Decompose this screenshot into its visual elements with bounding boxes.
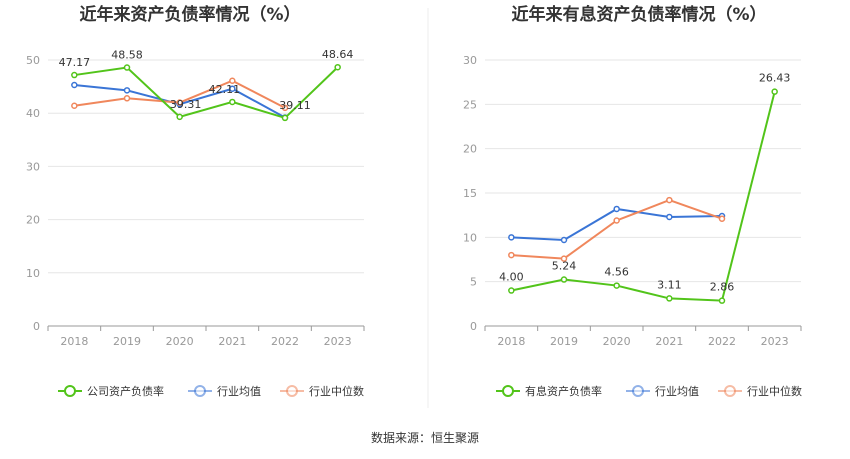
data-point bbox=[71, 102, 78, 110]
legend-marker bbox=[194, 385, 206, 397]
legend-marker bbox=[502, 385, 514, 397]
x-tick-label: 2020 bbox=[166, 335, 194, 348]
data-label: 47.17 bbox=[59, 56, 91, 69]
data-label: 42.11 bbox=[209, 83, 241, 96]
data-label: 4.56 bbox=[604, 266, 629, 279]
data-point bbox=[229, 98, 236, 106]
data-label: 48.58 bbox=[111, 49, 143, 62]
chart-debt-ratio: 近年来资产负债率情况（%） 0 10 20 30 40 50 2018 2019 2020 2021… bbox=[26, 4, 365, 398]
data-point bbox=[718, 297, 726, 304]
data-point bbox=[508, 251, 515, 259]
data-point bbox=[123, 64, 131, 71]
legend-marker bbox=[286, 385, 298, 397]
legend-label: 公司资产负债率 bbox=[87, 384, 164, 398]
legend-marker bbox=[724, 385, 736, 397]
y-tick-label: 0 bbox=[33, 320, 40, 333]
chart-title: 近年来资产负债率情况（%） bbox=[79, 4, 300, 25]
legend-label: 行业均值 bbox=[655, 385, 699, 398]
y-tick-label: 15 bbox=[463, 187, 477, 200]
data-point bbox=[229, 77, 236, 84]
legend-item-2[interactable]: 行业中位数 bbox=[280, 384, 364, 398]
data-point bbox=[560, 276, 568, 283]
data-point bbox=[281, 114, 289, 122]
legend-item-0[interactable]: 公司资产负债率 bbox=[58, 384, 164, 398]
series-line-0 bbox=[511, 91, 776, 302]
data-point bbox=[613, 205, 620, 213]
y-tick-label: 20 bbox=[463, 143, 477, 156]
y-tick-label: 0 bbox=[470, 320, 477, 333]
data-label: 5.24 bbox=[552, 260, 577, 273]
chart-title: 近年来有息资产负债率情况（%） bbox=[511, 4, 766, 25]
x-tick-label: 2023 bbox=[761, 335, 789, 348]
data-label: 4.00 bbox=[499, 271, 524, 284]
legend-item-1[interactable]: 行业均值 bbox=[188, 385, 261, 398]
data-point bbox=[281, 104, 289, 112]
data-point bbox=[560, 255, 568, 262]
y-tick-label: 50 bbox=[26, 54, 40, 67]
data-point bbox=[666, 196, 673, 204]
x-tick-label: 2018 bbox=[60, 335, 88, 348]
data-label: 39.11 bbox=[279, 99, 311, 112]
data-point bbox=[176, 99, 183, 106]
y-tick-label: 25 bbox=[463, 98, 477, 111]
data-label: 48.64 bbox=[322, 48, 354, 61]
y-tick-label: 5 bbox=[470, 276, 477, 289]
series-line-1 bbox=[511, 207, 723, 242]
data-label: 39.31 bbox=[170, 98, 202, 111]
legend-marker bbox=[64, 385, 76, 397]
data-point bbox=[666, 295, 673, 302]
data-point bbox=[71, 71, 78, 79]
data-point bbox=[771, 88, 778, 95]
data-label: 26.43 bbox=[759, 72, 791, 85]
data-point bbox=[613, 282, 620, 289]
x-tick-label: 2021 bbox=[218, 335, 246, 348]
y-tick-label: 30 bbox=[463, 54, 477, 67]
x-tick-label: 2021 bbox=[655, 335, 683, 348]
data-label: 2.86 bbox=[710, 281, 735, 294]
data-source-footer: 数据来源：恒生聚源 bbox=[371, 430, 479, 445]
data-point bbox=[123, 87, 131, 94]
x-tick-label: 2023 bbox=[324, 335, 352, 348]
data-point bbox=[334, 63, 341, 71]
x-tick-label: 2019 bbox=[550, 335, 578, 348]
data-point bbox=[508, 234, 515, 241]
data-label: 3.11 bbox=[657, 278, 682, 291]
data-point bbox=[560, 236, 568, 244]
data-point bbox=[508, 287, 515, 294]
x-tick-label: 2022 bbox=[271, 335, 299, 348]
legend-label: 行业均值 bbox=[217, 385, 261, 398]
data-point bbox=[123, 95, 131, 102]
legend-marker bbox=[632, 385, 644, 397]
y-tick-label: 40 bbox=[26, 107, 40, 120]
data-point bbox=[229, 85, 236, 92]
series-line-0 bbox=[74, 66, 339, 120]
x-tick-label: 2022 bbox=[708, 335, 736, 348]
legend-label: 行业中位数 bbox=[309, 384, 364, 398]
x-tick-label: 2018 bbox=[497, 335, 525, 348]
legend-item-1[interactable]: 行业均值 bbox=[626, 385, 699, 398]
y-tick-label: 30 bbox=[26, 160, 40, 173]
legend-item-2[interactable]: 行业中位数 bbox=[718, 384, 802, 398]
chart-interest-debt-ratio: 近年来有息资产负债率情况（%） 0 5 10 15 20 25 30 2018 2019 2020 2… bbox=[463, 4, 802, 398]
legend-label: 行业中位数 bbox=[747, 384, 802, 398]
y-tick-label: 20 bbox=[26, 214, 40, 227]
data-point bbox=[718, 215, 726, 222]
x-tick-label: 2019 bbox=[113, 335, 141, 348]
data-point bbox=[71, 81, 78, 89]
x-tick-label: 2020 bbox=[603, 335, 631, 348]
data-point bbox=[613, 217, 620, 224]
y-tick-label: 10 bbox=[463, 231, 477, 244]
legend-label: 有息资产负债率 bbox=[525, 384, 602, 398]
data-point bbox=[666, 213, 673, 221]
legend-item-0[interactable]: 有息资产负债率 bbox=[496, 384, 602, 398]
y-tick-label: 10 bbox=[26, 267, 40, 280]
data-point bbox=[176, 113, 183, 121]
